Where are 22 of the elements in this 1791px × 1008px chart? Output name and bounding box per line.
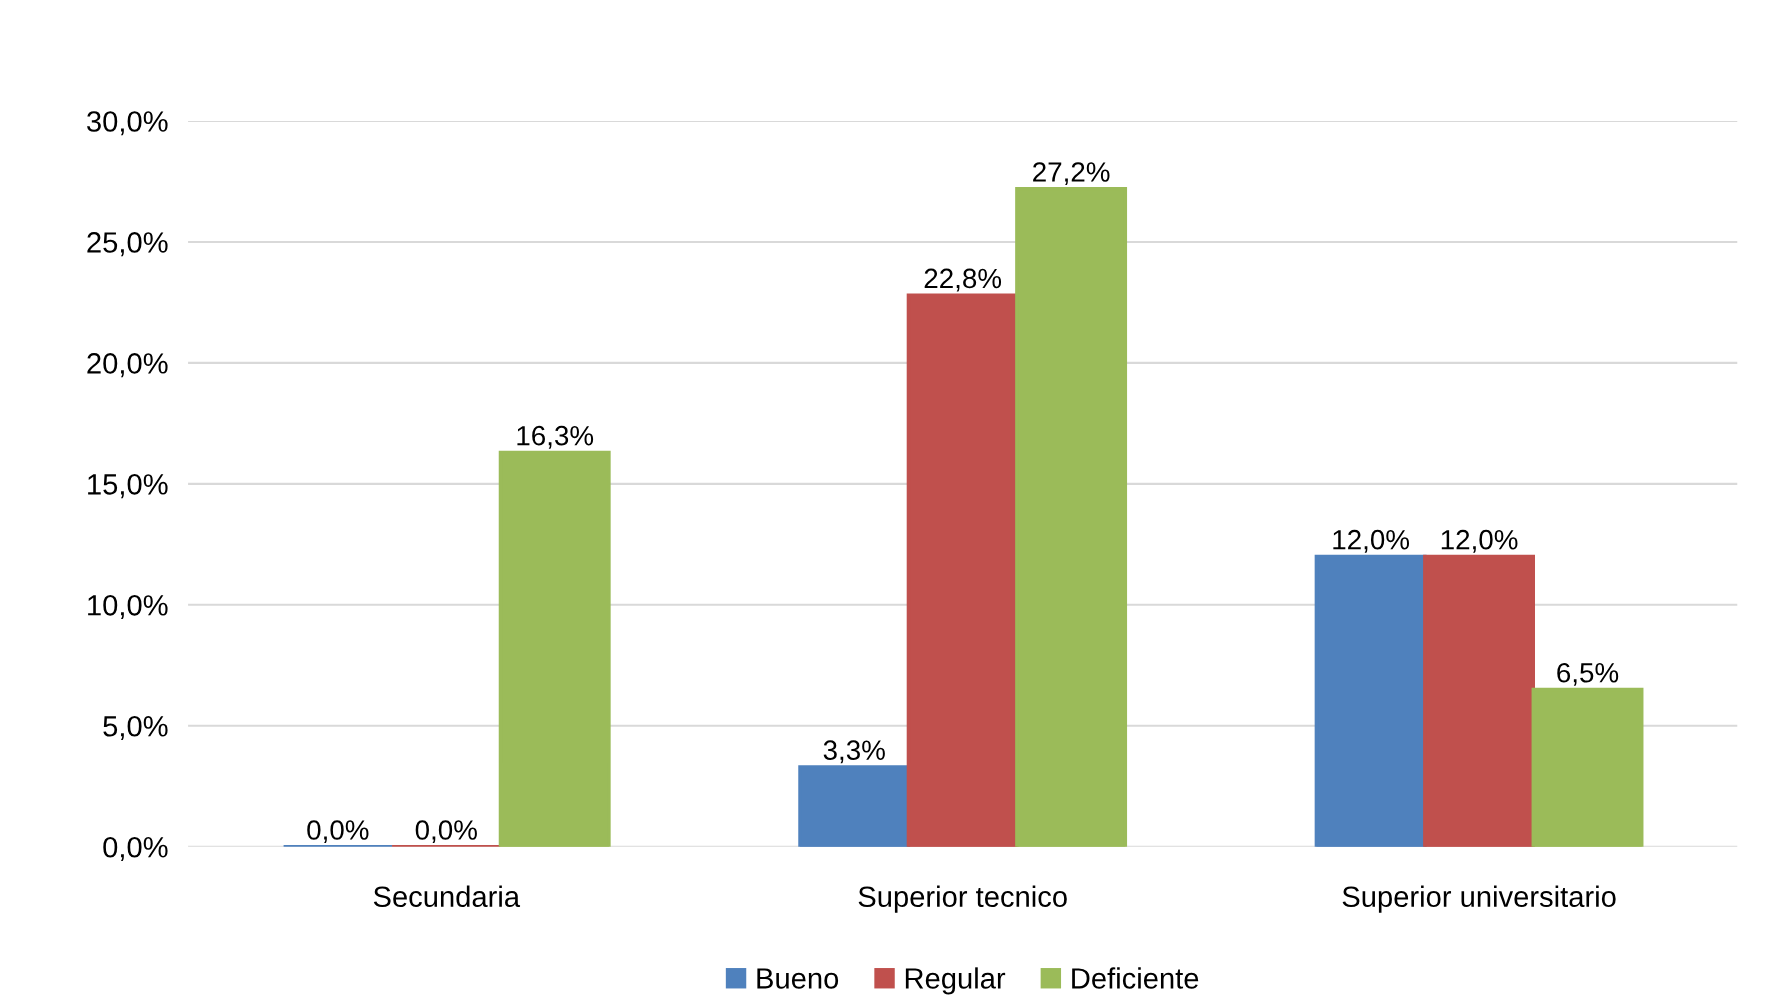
data-label: 3,3% <box>823 740 885 764</box>
y-tick-label: 10,0% <box>88 595 168 620</box>
y-tick-label: 15,0% <box>88 474 168 499</box>
y-tick-label: 20,0% <box>87 353 168 378</box>
legend-label: Deficiente <box>1072 967 1199 989</box>
data-label: 0,0% <box>415 820 477 844</box>
data-label: 12,0% <box>1333 529 1410 553</box>
y-tick-label: 0,0% <box>103 836 168 862</box>
data-label: 27,2% <box>1033 162 1110 186</box>
y-tick-label: 5,0% <box>103 715 168 741</box>
y-tick-label: 30,0% <box>87 111 168 136</box>
data-label: 0,0% <box>307 820 369 844</box>
data-label: 22,8% <box>924 268 1002 292</box>
legend-label: Regular <box>905 967 1006 995</box>
x-tick-label: Superior tecnico <box>858 885 1067 913</box>
legend-label: Bueno <box>757 968 839 989</box>
data-label: 12,0% <box>1441 529 1518 553</box>
x-tick-label: Superior universitario <box>1342 885 1616 913</box>
data-label: 6,5% <box>1557 662 1619 686</box>
x-tick-label: Secundaria <box>373 885 521 908</box>
y-tick-label: 25,0% <box>87 232 168 257</box>
data-label: 16,3% <box>517 425 594 449</box>
